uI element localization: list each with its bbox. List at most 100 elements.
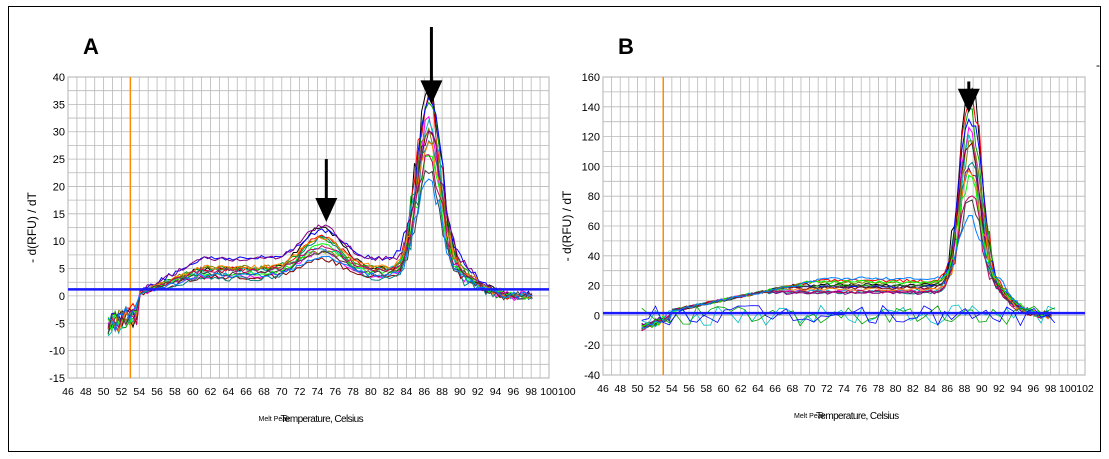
x-tick-label: 90 xyxy=(454,386,466,398)
x-tick-label: 64 xyxy=(222,386,234,398)
melt-curve-a-14 xyxy=(107,169,533,334)
y-tick-label: 20 xyxy=(53,181,65,193)
x-axis-label-overlap: Melt Peak xyxy=(794,413,826,420)
x-tick-label: 72 xyxy=(294,386,306,398)
y-tick-label: 25 xyxy=(53,154,65,166)
x-tick-label: 82 xyxy=(907,383,919,395)
x-tick-label: 48 xyxy=(614,383,626,395)
x-tick-label: 46 xyxy=(597,383,609,395)
y-tick-label: 0 xyxy=(594,310,600,322)
x-tick-label: 94 xyxy=(1010,383,1022,395)
x-tick-label: 80 xyxy=(365,386,377,398)
x-tick-label: 64 xyxy=(752,383,764,395)
x-axis-label-overlap: Melt Peak xyxy=(259,416,291,423)
y-tick-label: 30 xyxy=(53,127,65,139)
panel-label-a: A xyxy=(83,34,99,59)
x-tick-label: 70 xyxy=(276,386,288,398)
corner-mark: - xyxy=(1096,58,1100,72)
arrow-head xyxy=(957,88,980,113)
x-tick-label: 58 xyxy=(700,383,712,395)
melt-curve-a-9 xyxy=(107,139,533,335)
y-tick-label: -15 xyxy=(49,373,65,385)
y-tick-label: 5 xyxy=(59,264,65,276)
x-tick-label: 88 xyxy=(436,386,448,398)
x-tick-label: 60 xyxy=(718,383,730,395)
melt-curve-a-4 xyxy=(107,96,533,330)
arrow-head xyxy=(315,198,338,223)
x-tick-label: 66 xyxy=(769,383,781,395)
y-tick-label: -5 xyxy=(55,318,65,330)
x-tick-label: 76 xyxy=(329,386,341,398)
y-axis-label: - d(RFU) / dT xyxy=(25,192,39,263)
x-tick-label: 90 xyxy=(976,383,988,395)
x-axis-label: Temperature, Celsius xyxy=(281,414,364,425)
y-tick-label: 10 xyxy=(53,236,65,248)
y-tick-label: -20 xyxy=(584,340,600,352)
x-tick-label: 66 xyxy=(240,386,252,398)
x-tick-label: 94 xyxy=(490,386,502,398)
x-tick-label: 74 xyxy=(838,383,850,395)
x-tick-label: 80 xyxy=(890,383,902,395)
x-tick-label: 68 xyxy=(787,383,799,395)
x-tick-label: 72 xyxy=(821,383,833,395)
x-tick-label: 62 xyxy=(205,386,217,398)
panel-label-b: B xyxy=(618,34,634,59)
baseline-curve-b-2 xyxy=(641,305,1056,327)
x-tick-label: 68 xyxy=(258,386,270,398)
y-tick-label: 100 xyxy=(582,161,600,173)
x-tick-label: 100 xyxy=(540,386,558,398)
x-tick-label: 86 xyxy=(418,386,430,398)
x-tick-label: 54 xyxy=(666,383,678,395)
x-tick-label: 48 xyxy=(80,386,92,398)
y-axis-label: - d(RFU) / dT xyxy=(560,190,574,261)
x-tick-label: 100 xyxy=(558,386,576,398)
x-tick-label: 92 xyxy=(472,386,484,398)
x-tick-label: 102 xyxy=(1076,383,1094,395)
x-tick-label: 62 xyxy=(735,383,747,395)
x-tick-label: 86 xyxy=(941,383,953,395)
y-tick-label: 160 xyxy=(582,72,600,84)
y-tick-label: 140 xyxy=(582,102,600,114)
x-tick-label: 52 xyxy=(649,383,661,395)
x-tick-label: 96 xyxy=(1028,383,1040,395)
x-tick-label: 46 xyxy=(62,386,74,398)
x-tick-label: 78 xyxy=(873,383,885,395)
melt-curve-b-13 xyxy=(641,195,1052,332)
baseline-curve-b-1 xyxy=(641,304,1056,326)
x-tick-label: 60 xyxy=(187,386,199,398)
x-tick-label: 96 xyxy=(508,386,520,398)
y-tick-label: 0 xyxy=(59,291,65,303)
y-tick-label: 120 xyxy=(582,132,600,144)
x-tick-label: 52 xyxy=(116,386,128,398)
x-tick-label: 84 xyxy=(401,386,413,398)
x-tick-label: 98 xyxy=(525,386,537,398)
y-tick-label: 80 xyxy=(588,191,600,203)
melt-curve-a-15 xyxy=(107,178,533,333)
x-tick-label: 56 xyxy=(151,386,163,398)
x-tick-label: 50 xyxy=(632,383,644,395)
x-tick-label: 92 xyxy=(993,383,1005,395)
melt-curve-a-12 xyxy=(107,155,533,332)
y-tick-label: 35 xyxy=(53,99,65,111)
melt-curve-a-10 xyxy=(107,130,533,329)
x-tick-label: 98 xyxy=(1045,383,1057,395)
x-tick-label: 84 xyxy=(924,383,936,395)
y-tick-label: 40 xyxy=(53,72,65,84)
x-tick-label: 78 xyxy=(347,386,359,398)
melt-curve-b-15 xyxy=(641,214,1052,329)
y-tick-label: 15 xyxy=(53,209,65,221)
x-tick-label: 88 xyxy=(959,383,971,395)
x-tick-label: 74 xyxy=(312,386,324,398)
arrow-head xyxy=(420,80,443,105)
x-tick-label: 70 xyxy=(804,383,816,395)
y-tick-label: -10 xyxy=(49,346,65,358)
x-axis-label: Temperature, Celsius xyxy=(816,411,899,422)
x-tick-label: 50 xyxy=(98,386,110,398)
y-tick-label: 60 xyxy=(588,221,600,233)
x-tick-label: 82 xyxy=(383,386,395,398)
x-tick-label: 76 xyxy=(855,383,867,395)
y-tick-label: 40 xyxy=(588,251,600,263)
x-tick-label: 56 xyxy=(683,383,695,395)
x-tick-label: 100 xyxy=(1059,383,1077,395)
